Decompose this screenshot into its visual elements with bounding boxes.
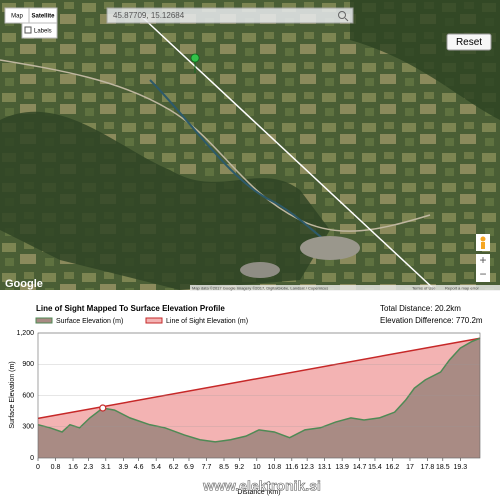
map-button-label: Map bbox=[11, 14, 23, 20]
legend-label: Line of Sight Elevation (m) bbox=[166, 318, 248, 325]
map[interactable]: Map Satellite Labels 45.87709, 15.12684 … bbox=[0, 0, 500, 291]
x-tick-label: 5.4 bbox=[151, 464, 161, 471]
x-tick-label: 7.7 bbox=[202, 464, 212, 471]
elevation-difference: Elevation Difference: 770.2m bbox=[380, 316, 483, 325]
x-tick-label: 15.4 bbox=[368, 464, 382, 471]
search-box[interactable] bbox=[106, 7, 354, 24]
satellite-button-label: Satellite bbox=[31, 14, 55, 20]
total-distance: Total Distance: 20.2km bbox=[380, 304, 461, 313]
svg-text:−: − bbox=[479, 267, 486, 281]
x-tick-label: 6.2 bbox=[169, 464, 179, 471]
x-axis-label: Distance (km) bbox=[237, 489, 280, 496]
reset-button[interactable] bbox=[446, 33, 492, 51]
legend-swatch bbox=[145, 317, 163, 324]
x-tick-label: 14.7 bbox=[353, 464, 367, 471]
legend-label: Surface Elevation (m) bbox=[56, 318, 123, 325]
y-axis-label: Surface Elevation (m) bbox=[9, 361, 16, 428]
x-tick-label: 9.2 bbox=[234, 464, 244, 471]
x-tick-label: 12.3 bbox=[300, 464, 314, 471]
reset-label: Reset bbox=[456, 37, 482, 48]
google-logo: Google bbox=[5, 278, 43, 290]
labels-checkbox-label: Labels bbox=[34, 29, 52, 35]
x-tick-label: 4.6 bbox=[134, 464, 144, 471]
x-tick-label: 0 bbox=[36, 464, 40, 471]
x-tick-label: 18.5 bbox=[436, 464, 450, 471]
x-tick-label: 10.8 bbox=[268, 464, 282, 471]
x-tick-label: 13.9 bbox=[335, 464, 349, 471]
y-tick-label: 0 bbox=[30, 455, 34, 462]
x-tick-label: 10 bbox=[253, 464, 261, 471]
report-link[interactable]: Report a map error bbox=[445, 286, 479, 291]
x-tick-label: 19.3 bbox=[453, 464, 467, 471]
y-tick-label: 600 bbox=[22, 392, 34, 399]
y-tick-label: 1,200 bbox=[16, 330, 34, 337]
map-attribution: Map data ©2017 Google Imagery ©2017, Dig… bbox=[192, 286, 328, 291]
x-tick-label: 3.1 bbox=[101, 464, 111, 471]
x-tick-label: 6.9 bbox=[184, 464, 194, 471]
x-tick-label: 17 bbox=[406, 464, 414, 471]
zoom-control[interactable] bbox=[476, 254, 490, 282]
elevation-line bbox=[37, 337, 481, 420]
x-tick-label: 16.2 bbox=[386, 464, 400, 471]
elevation-line bbox=[37, 337, 481, 443]
x-tick-label: 0.8 bbox=[51, 464, 61, 471]
x-tick-label: 13.1 bbox=[318, 464, 332, 471]
y-tick-label: 300 bbox=[22, 424, 34, 431]
plot-frame bbox=[37, 332, 481, 459]
x-tick-label: 3.9 bbox=[118, 464, 128, 471]
terms-link[interactable]: Terms of Use bbox=[412, 286, 436, 291]
checkbox[interactable] bbox=[24, 26, 32, 34]
chart-title: Line of Sight Mapped To Surface Elevatio… bbox=[36, 304, 225, 313]
x-tick-label: 11.6 bbox=[285, 464, 298, 471]
watermark: www.elektronik.si bbox=[202, 478, 321, 494]
legend-swatch bbox=[35, 317, 53, 324]
x-tick-label: 17.8 bbox=[421, 464, 435, 471]
obstruction-marker bbox=[99, 404, 107, 412]
x-tick-label: 8.5 bbox=[219, 464, 229, 471]
svg-text:+: + bbox=[479, 253, 486, 267]
x-tick-label: 1.6 bbox=[68, 464, 78, 471]
x-tick-label: 2.3 bbox=[83, 464, 93, 471]
elevation-area bbox=[38, 338, 480, 458]
search-text: 45.87709, 15.12684 bbox=[113, 11, 185, 20]
y-tick-label: 900 bbox=[22, 361, 34, 368]
